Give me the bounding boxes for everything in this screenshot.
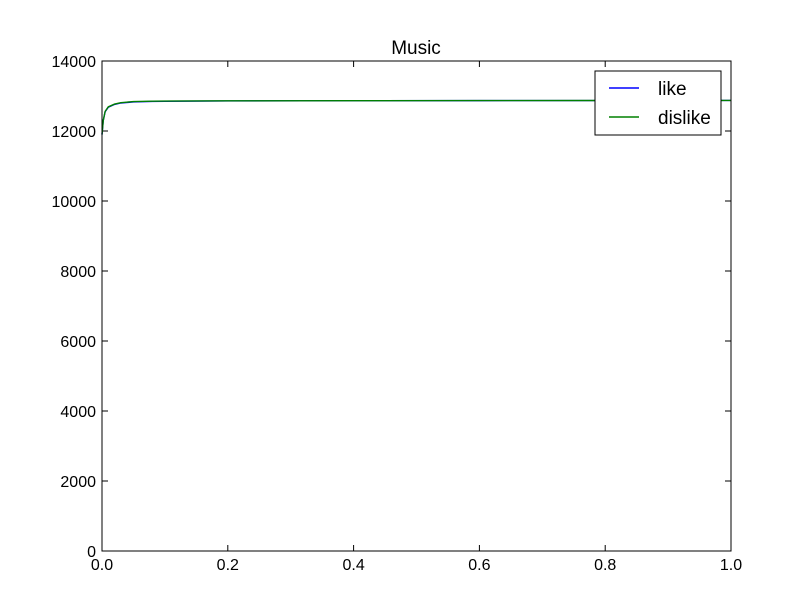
x-tick-label: 0.2 [217, 557, 239, 574]
y-tick-label: 4000 [60, 404, 96, 421]
series-line-dislike [101, 99, 732, 135]
axes-frame [101, 60, 732, 552]
x-tick-label: 0.6 [468, 557, 490, 574]
plot-area [101, 99, 732, 135]
y-tick-label: 10000 [52, 194, 97, 211]
legend-box [594, 70, 722, 136]
chart-title: Music [391, 38, 441, 59]
y-tick-label: 12000 [52, 124, 97, 141]
x-tick-label: 1.0 [720, 557, 742, 574]
x-tick-label: 0.0 [91, 557, 113, 574]
legend-label-dislike: dislike [658, 108, 711, 129]
y-axis: 0 2000 4000 6000 8000 10000 12000 14000 [52, 54, 731, 561]
x-axis: 0.0 0.2 0.4 0.6 0.8 1.0 [91, 61, 742, 574]
legend: like dislike [594, 70, 722, 136]
y-tick-label: 14000 [52, 54, 97, 71]
y-tick-label: 8000 [60, 264, 96, 281]
y-tick-label: 0 [87, 544, 96, 561]
x-tick-label: 0.8 [594, 557, 616, 574]
legend-label-like: like [658, 79, 687, 100]
y-tick-label: 2000 [60, 474, 96, 491]
x-tick-label: 0.4 [342, 557, 364, 574]
y-tick-label: 6000 [60, 334, 96, 351]
